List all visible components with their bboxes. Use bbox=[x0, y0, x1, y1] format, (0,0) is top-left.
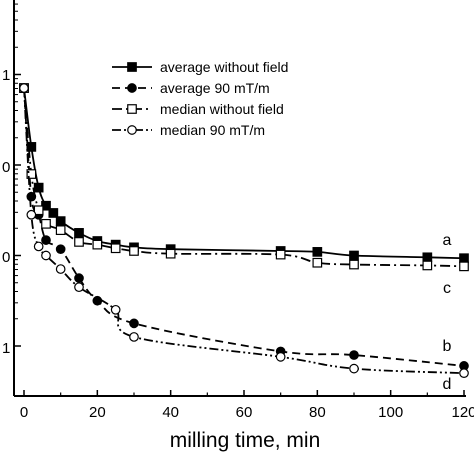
data-point-d bbox=[41, 250, 51, 261]
data-point-c bbox=[41, 218, 51, 229]
curve-label-a: a bbox=[443, 232, 452, 249]
x-tick-label: 120 bbox=[451, 404, 474, 421]
y-tick-label: 0 bbox=[2, 159, 10, 176]
data-point-a bbox=[312, 247, 323, 257]
curve-label-b: b bbox=[443, 338, 452, 355]
data-point-b bbox=[41, 235, 51, 245]
legend-marker bbox=[127, 125, 137, 135]
data-point-d bbox=[275, 352, 286, 362]
data-point-c bbox=[422, 260, 433, 271]
data-point-c bbox=[110, 243, 121, 254]
data-point-c bbox=[129, 246, 139, 256]
data-point-d bbox=[19, 83, 29, 93]
data-point-a bbox=[349, 250, 359, 261]
x-tick-label: 100 bbox=[378, 404, 403, 421]
data-point-c bbox=[275, 249, 286, 260]
data-point-c bbox=[165, 248, 176, 259]
x-tick-label: 0 bbox=[20, 404, 28, 421]
data-point-a bbox=[33, 182, 44, 193]
legend-label: average 90 mT/m bbox=[160, 80, 270, 96]
y-tick-label: 0 bbox=[2, 249, 10, 266]
curve-label-c: c bbox=[443, 280, 451, 297]
x-tick-label: 40 bbox=[162, 404, 179, 421]
legend-marker bbox=[127, 62, 137, 72]
data-point-d bbox=[33, 241, 44, 252]
data-point-b bbox=[129, 318, 139, 329]
legend-marker bbox=[127, 83, 137, 93]
data-point-c bbox=[26, 169, 37, 179]
data-point-a bbox=[48, 208, 59, 218]
data-point-a bbox=[459, 253, 469, 264]
data-point-b bbox=[55, 244, 66, 255]
data-point-c bbox=[55, 225, 66, 236]
data-point-b bbox=[74, 273, 84, 283]
data-point-b bbox=[349, 350, 359, 360]
data-point-d bbox=[459, 368, 469, 378]
data-point-c bbox=[349, 259, 359, 270]
data-point-d bbox=[349, 363, 359, 374]
x-tick-label: 20 bbox=[89, 404, 106, 421]
y-tick-label: 1 bbox=[2, 67, 10, 84]
series-line-d bbox=[23, 88, 465, 375]
data-point-c bbox=[92, 239, 103, 250]
data-point-a bbox=[55, 216, 66, 226]
data-point-a bbox=[74, 228, 84, 238]
y-tick-label: 1 bbox=[2, 340, 10, 357]
legend-label: median without field bbox=[160, 101, 284, 117]
data-point-d bbox=[26, 209, 37, 220]
x-axis-title: milling time, min bbox=[170, 429, 321, 452]
data-point-c bbox=[33, 205, 44, 216]
data-point-a bbox=[422, 252, 433, 263]
data-point-d bbox=[55, 264, 66, 274]
data-point-c bbox=[312, 257, 323, 268]
legend-marker bbox=[127, 104, 137, 114]
data-point-d bbox=[110, 304, 121, 315]
x-tick-label: 60 bbox=[236, 404, 253, 421]
data-point-c bbox=[74, 237, 84, 247]
x-tick-label: 80 bbox=[309, 404, 326, 421]
data-point-d bbox=[129, 332, 139, 342]
data-point-d bbox=[74, 282, 84, 293]
data-point-c bbox=[459, 261, 469, 272]
curve-label-d: d bbox=[443, 376, 452, 393]
legend-label: median 90 mT/m bbox=[160, 122, 265, 138]
legend-label: average without field bbox=[160, 59, 288, 75]
